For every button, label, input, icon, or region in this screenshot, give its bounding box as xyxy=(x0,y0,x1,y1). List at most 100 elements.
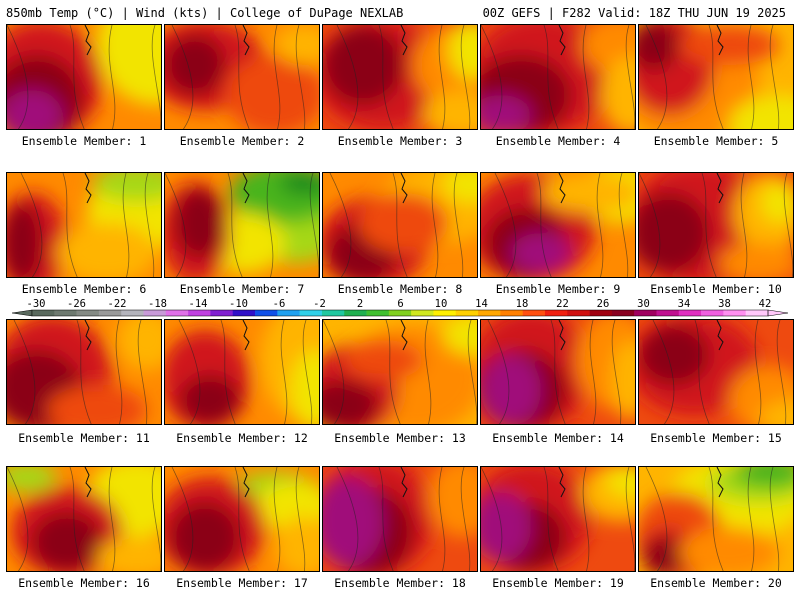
colorbar-swatch xyxy=(255,310,278,316)
temperature-region xyxy=(323,477,383,567)
coastline xyxy=(84,25,92,56)
colorbar-swatch xyxy=(589,310,613,316)
height-contour xyxy=(295,467,306,571)
colorbar-tick-label: 10 xyxy=(434,298,448,310)
temperature-field xyxy=(7,467,161,571)
coastline xyxy=(84,320,92,351)
height-contour xyxy=(273,467,281,571)
temperature-region xyxy=(423,90,477,129)
temperature-field xyxy=(323,25,477,129)
temperature-field xyxy=(639,173,793,277)
coastline xyxy=(558,25,566,56)
ensemble-member-label: Ensemble Member: 14 xyxy=(492,431,624,445)
height-contour xyxy=(171,467,194,571)
temperature-field xyxy=(639,467,793,571)
ensemble-member-label: Ensemble Member: 20 xyxy=(650,576,782,590)
temperature-region xyxy=(428,467,477,537)
ensemble-member-map xyxy=(322,172,478,278)
colorbar-swatch xyxy=(701,310,724,316)
ensemble-member-map xyxy=(164,319,320,425)
height-contour xyxy=(543,25,559,129)
height-contour xyxy=(171,25,194,129)
colorbar-swatch xyxy=(121,310,144,316)
coastline xyxy=(558,467,566,498)
temperature-region xyxy=(481,95,531,129)
coastline xyxy=(242,173,250,204)
coastline xyxy=(400,25,408,56)
height-contour xyxy=(115,320,123,424)
colorbar-low-arrow xyxy=(11,309,33,317)
coastline xyxy=(558,320,566,351)
height-contour xyxy=(108,25,116,129)
temperature-region xyxy=(92,173,161,201)
ensemble-member-label: Ensemble Member: 1 xyxy=(21,134,147,148)
height-contour xyxy=(108,467,116,571)
height-contour xyxy=(178,320,201,424)
height-contour xyxy=(336,25,359,129)
colorbar-swatch xyxy=(54,310,77,316)
ensemble-member-label: Ensemble Member: 16 xyxy=(18,576,150,590)
colorbar-swatch xyxy=(299,310,323,316)
height-contour xyxy=(234,25,250,129)
height-contour xyxy=(438,467,446,571)
height-contour xyxy=(487,320,510,424)
colorbar-tick-label: 26 xyxy=(596,298,610,310)
coastline xyxy=(716,320,724,351)
ensemble-member-map xyxy=(480,172,636,278)
temperature-region xyxy=(275,25,319,65)
colorbar-swatch xyxy=(366,310,390,316)
temperature-region xyxy=(511,233,571,273)
ensemble-member-map xyxy=(322,466,478,572)
temperature-region xyxy=(175,188,225,258)
temperature-region xyxy=(719,243,793,277)
height-contour xyxy=(336,467,359,571)
temperature-region xyxy=(7,467,57,492)
colorbar-swatch xyxy=(478,310,501,316)
temperature-field xyxy=(165,467,319,571)
height-contour xyxy=(611,320,622,424)
colorbar-swatch xyxy=(634,310,657,316)
height-contour xyxy=(639,173,661,277)
ensemble-member-map xyxy=(322,24,478,130)
height-contour xyxy=(227,173,243,277)
height-contour xyxy=(329,173,352,277)
temperature-region xyxy=(57,223,157,277)
colorbar-swatch xyxy=(165,310,189,316)
colorbar-tick-label: 14 xyxy=(475,298,488,310)
valid-time-label: 00Z GEFS | F282 Valid: 18Z THU JUN 19 20… xyxy=(482,6,786,20)
height-contour xyxy=(76,320,92,424)
colorbar-swatch xyxy=(567,310,590,316)
height-contour xyxy=(582,467,590,571)
height-contour xyxy=(596,173,604,277)
colorbar-swatch xyxy=(344,310,367,316)
colorbar-tick-label: -2 xyxy=(313,298,326,310)
temperature-field xyxy=(165,320,319,424)
temperature-region xyxy=(448,25,477,80)
colorbar-tick-label: 42 xyxy=(758,298,772,310)
height-contour xyxy=(234,467,250,571)
temperature-region xyxy=(117,320,161,370)
coastline xyxy=(84,467,92,498)
height-contour xyxy=(481,467,503,571)
height-contour xyxy=(460,25,471,129)
temperature-region xyxy=(481,492,531,562)
colorbar-swatch xyxy=(745,310,769,316)
temperature-field xyxy=(323,320,477,424)
ensemble-member-map xyxy=(638,319,794,425)
map-title: 850mb Temp (°C) | Wind (kts) | College o… xyxy=(6,6,404,20)
ensemble-member-label: Ensemble Member: 15 xyxy=(650,431,782,445)
temperature-region xyxy=(7,90,62,129)
ensemble-member-map xyxy=(6,24,162,130)
temperature-field xyxy=(165,173,319,277)
colorbar-tick-label: -18 xyxy=(148,298,167,310)
height-contour xyxy=(273,25,281,129)
height-contour xyxy=(460,467,471,571)
height-contour xyxy=(385,320,401,424)
colorbar-tick-label: 22 xyxy=(556,298,569,310)
colorbar-outline xyxy=(31,309,769,317)
temperature-region xyxy=(47,385,147,424)
height-contour xyxy=(378,25,394,129)
temperature-field xyxy=(165,25,319,129)
height-contour xyxy=(453,173,464,277)
ensemble-member-map xyxy=(6,319,162,425)
